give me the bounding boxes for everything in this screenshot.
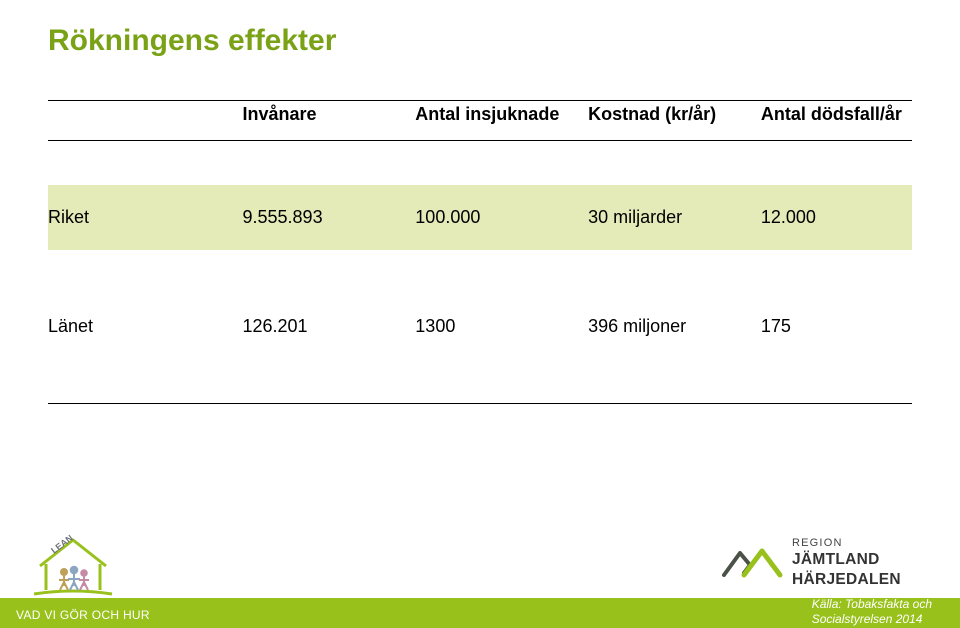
- cell: 175: [755, 294, 912, 359]
- region-text: REGION JÄMTLAND HÄRJEDALEN: [792, 536, 901, 590]
- col-header: Antal dödsfall/år: [755, 101, 912, 140]
- mountain-icon: [720, 541, 784, 585]
- cell: 12.000: [755, 185, 912, 250]
- cell: 396 miljoner: [582, 294, 755, 359]
- region-line3: HÄRJEDALEN: [792, 570, 901, 590]
- cell: 30 miljarder: [582, 185, 755, 250]
- page-title: Rökningens effekter: [48, 24, 912, 58]
- cell: 1300: [409, 294, 582, 359]
- col-header: [48, 101, 237, 140]
- region-line2: JÄMTLAND: [792, 550, 901, 570]
- house-lean-icon: LEAN: [32, 532, 114, 598]
- table-header-row: Invånare Antal insjuknade Kostnad (kr/år…: [48, 101, 912, 140]
- footer-label: VAD VI GÖR OCH HUR: [16, 608, 150, 622]
- cell: Länet: [48, 294, 237, 359]
- source-citation: Källa: Tobaksfakta och Socialstyrelsen 2…: [812, 597, 932, 627]
- footer: LEAN REGION JÄMTLAND HÄRJEDALEN VAD VI G…: [0, 518, 960, 628]
- lean-label: LEAN: [49, 533, 75, 556]
- col-header: Kostnad (kr/år): [582, 101, 755, 140]
- col-header: Antal insjuknade: [409, 101, 582, 140]
- cell: 126.201: [237, 294, 410, 359]
- cell: 100.000: [409, 185, 582, 250]
- region-logo: REGION JÄMTLAND HÄRJEDALEN: [720, 532, 920, 594]
- effects-table: Invånare Antal insjuknade Kostnad (kr/år…: [48, 100, 912, 404]
- cell: 9.555.893: [237, 185, 410, 250]
- col-header: Invånare: [237, 101, 410, 140]
- region-line1: REGION: [792, 536, 901, 550]
- table-row: Riket 9.555.893 100.000 30 miljarder 12.…: [48, 185, 912, 250]
- table-row: Länet 126.201 1300 396 miljoner 175: [48, 294, 912, 359]
- cell: Riket: [48, 185, 237, 250]
